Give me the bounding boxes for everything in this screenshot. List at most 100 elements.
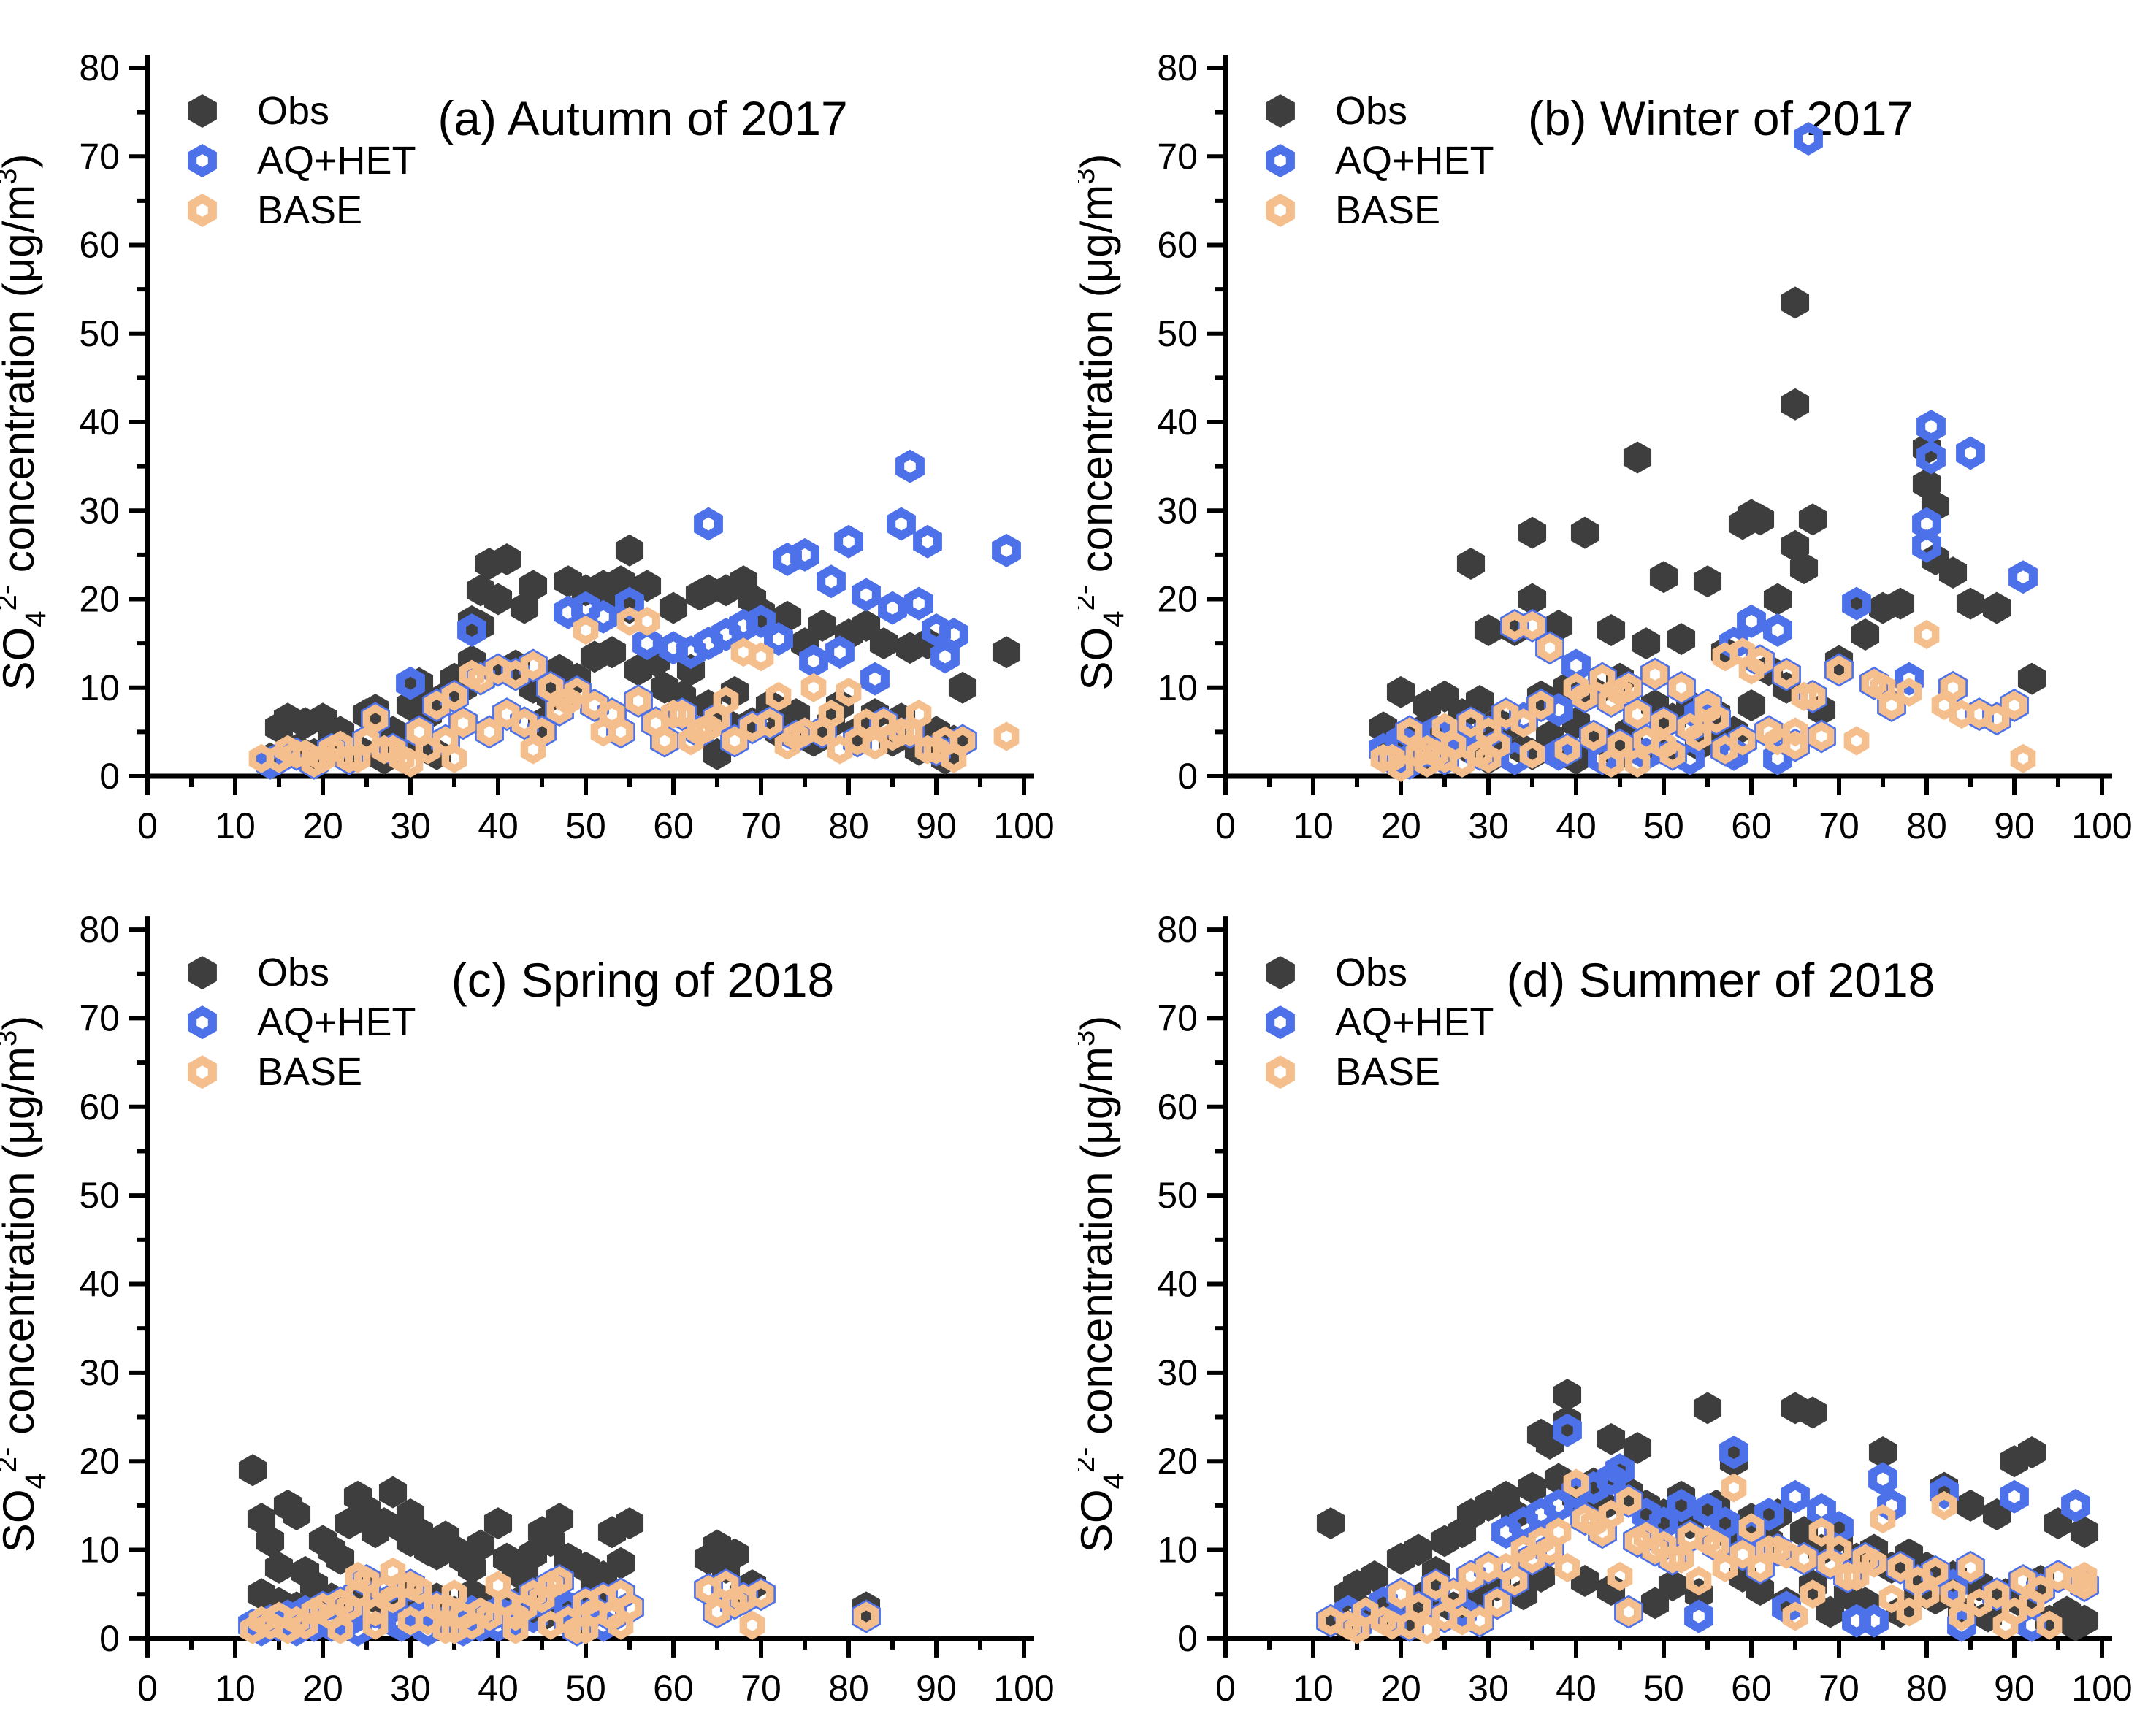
scatter-point xyxy=(1554,735,1580,765)
scatter-point xyxy=(1605,1453,1635,1487)
scatter-point xyxy=(1431,1601,1458,1631)
scatter-point xyxy=(720,1538,749,1571)
scatter-point xyxy=(450,708,476,738)
scatter-point xyxy=(939,618,968,651)
scatter-point xyxy=(441,743,467,773)
scatter-point xyxy=(590,717,616,747)
scatter-point xyxy=(2061,1488,2090,1522)
scatter-point xyxy=(1388,752,1414,782)
scatter-point xyxy=(1474,613,1503,646)
scatter-point xyxy=(799,644,828,678)
scatter-point xyxy=(906,700,932,729)
scatter-point xyxy=(483,1507,513,1540)
scatter-point xyxy=(1598,748,1624,778)
y-axis-label: SO42- concentration (μg/m3) xyxy=(0,1016,52,1552)
x-tick-label: 50 xyxy=(1643,805,1684,846)
base-hexagon-icon xyxy=(188,194,217,227)
scatter-point xyxy=(1773,659,1800,689)
scatter-point xyxy=(739,1610,765,1640)
legend-item-obs: Obs xyxy=(188,951,329,995)
scatter-point xyxy=(1756,717,1782,747)
scatter-point xyxy=(520,735,546,765)
x-tick-label: 90 xyxy=(1994,805,2035,846)
x-tick-label: 40 xyxy=(478,1668,519,1709)
scatter-plot-autumn-2017: 010203040506070809010001020304050607080R… xyxy=(0,47,1055,846)
x-tick-label: 90 xyxy=(1994,1668,2035,1709)
y-tick-label: 20 xyxy=(1157,1441,1198,1482)
scatter-point xyxy=(441,1579,467,1609)
scatter-point xyxy=(538,1610,564,1640)
series-obs xyxy=(1316,1379,2099,1641)
scatter-point xyxy=(1580,721,1607,751)
y-tick-label: 60 xyxy=(79,1087,120,1127)
aqhet-hexagon-icon xyxy=(1266,1005,1295,1040)
scatter-point xyxy=(941,743,967,773)
scatter-point xyxy=(466,1529,495,1562)
scatter-point xyxy=(1449,748,1475,778)
scatter-point xyxy=(362,1610,389,1640)
scatter-point xyxy=(546,695,573,725)
x-tick-label: 60 xyxy=(653,805,694,846)
scatter-point xyxy=(948,671,977,704)
scatter-point xyxy=(1658,1569,1687,1602)
scatter-point xyxy=(406,1575,432,1605)
scatter-point xyxy=(2070,1516,2099,1549)
scatter-point xyxy=(2071,1561,2098,1591)
y-tick-label: 80 xyxy=(79,909,120,950)
tick-labels: 0 10 20 30 40 50 60 70 80 90 100 0 10 20 30 40 50 60 70 80 xyxy=(1157,909,2132,1709)
panel-title: (b) Winter of 2017 xyxy=(1528,91,1914,145)
scatter-point xyxy=(1598,1499,1624,1530)
x-tick-label: 40 xyxy=(1556,1668,1597,1709)
y-tick-label: 40 xyxy=(1157,402,1198,443)
scatter-point xyxy=(1519,610,1545,640)
y-tick-label: 80 xyxy=(79,47,120,88)
scatter-point xyxy=(1914,620,1940,649)
scatter-point xyxy=(836,677,862,707)
scatter-point xyxy=(1914,1579,1940,1609)
axes xyxy=(1223,55,2112,779)
scatter-point xyxy=(1528,691,1554,720)
tick-labels: 0 10 20 30 40 50 60 70 80 90 100 0 10 20 30 40 50 60 70 80 xyxy=(79,909,1054,1709)
y-axis-label: SO42- concentration (μg/m3) xyxy=(1078,1016,1130,1552)
scatter-point xyxy=(904,586,933,621)
legend: Obs AQ+HET BASE xyxy=(1266,951,1494,1094)
scatter-point xyxy=(1554,1552,1580,1582)
scatter-point xyxy=(1859,1604,1889,1638)
x-tick-label: 60 xyxy=(1731,1668,1772,1709)
scatter-point xyxy=(1545,1517,1572,1547)
x-tick-label: 40 xyxy=(478,805,519,846)
x-tick-label: 10 xyxy=(215,805,256,846)
x-tick-label: 50 xyxy=(565,805,606,846)
scatter-point xyxy=(992,533,1021,567)
legend-item-aqhet: AQ+HET xyxy=(188,1000,416,1044)
scatter-point xyxy=(1518,516,1547,549)
scatter-point xyxy=(1719,627,1748,661)
scatter-point xyxy=(1712,735,1738,765)
scatter-point xyxy=(993,721,1020,751)
scatter-point xyxy=(2000,1479,2029,1514)
scatter-point xyxy=(1651,708,1677,738)
scatter-point xyxy=(1842,586,1871,621)
x-tick-label: 0 xyxy=(137,805,158,846)
x-tick-label: 60 xyxy=(653,1668,694,1709)
scatter-point xyxy=(1553,1379,1582,1411)
ticks xyxy=(1207,927,2104,1658)
x-tick-label: 90 xyxy=(916,1668,957,1709)
scatter-point xyxy=(1861,1548,1887,1578)
scatter-point xyxy=(659,591,688,624)
scatter-point xyxy=(432,1614,459,1644)
scatter-point xyxy=(1518,583,1547,616)
scatter-point xyxy=(1537,633,1563,663)
y-tick-label: 80 xyxy=(1157,909,1198,950)
scatter-point xyxy=(895,449,925,483)
scatter-point xyxy=(1738,1513,1765,1543)
y-tick-label: 0 xyxy=(1177,756,1198,797)
scatter-point xyxy=(1808,721,1835,751)
legend-item-obs: Obs xyxy=(1266,89,1407,133)
panel-title: (c) Spring of 2018 xyxy=(451,953,835,1007)
scatter-point xyxy=(546,1566,573,1596)
scatter-point xyxy=(2019,1588,2045,1618)
scatter-point xyxy=(1316,1507,1345,1540)
scatter-point xyxy=(2017,662,2046,695)
